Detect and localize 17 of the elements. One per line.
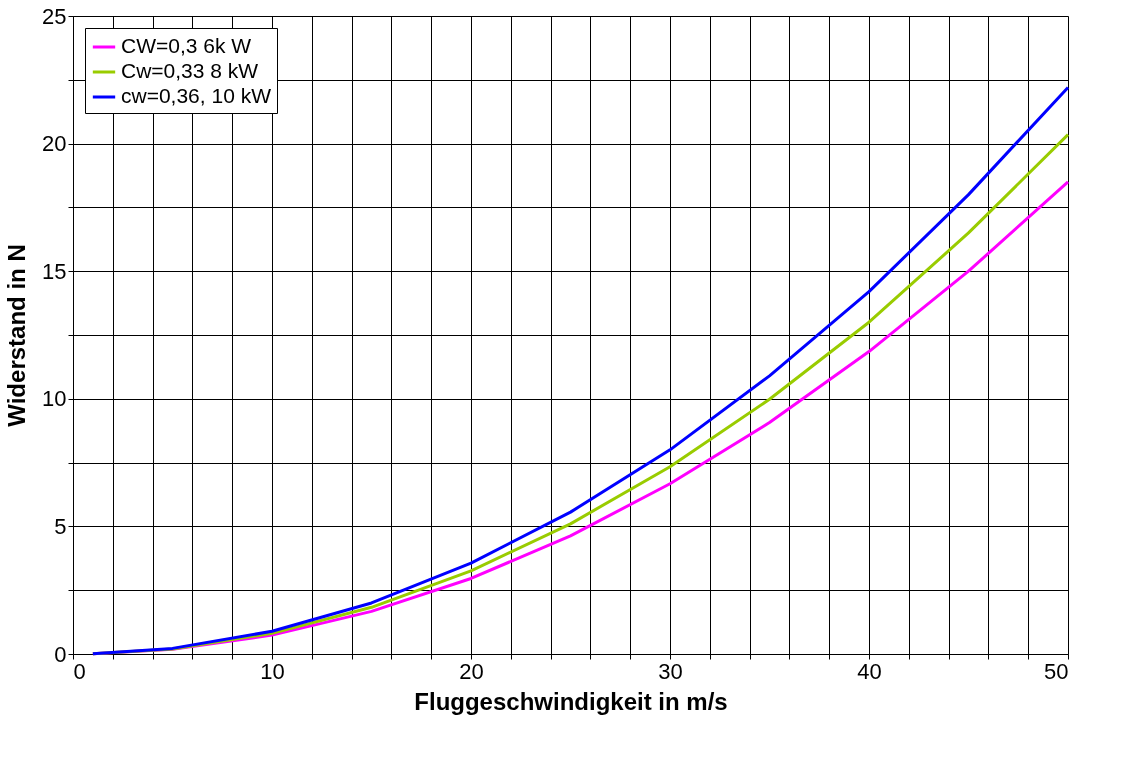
legend-label: cw=0,36, 10 kW (121, 84, 272, 107)
y-tick-label: 5 (54, 513, 67, 539)
y-tick-label: 20 (42, 131, 67, 157)
y-tick-label: 15 (42, 258, 67, 284)
y-axis-title: Widerstand in N (3, 244, 31, 427)
x-tick-label: 10 (260, 658, 285, 684)
x-axis-title: Fluggeschwindigkeit in m/s (414, 687, 728, 715)
x-tick-label: 50 (1044, 658, 1069, 684)
y-tick-label: 0 (54, 641, 67, 667)
x-tick-label: 0 (73, 658, 86, 684)
x-tick-label: 20 (459, 658, 484, 684)
x-tick-label: 30 (658, 658, 683, 684)
legend-label: Cw=0,33 8 kW (121, 59, 259, 82)
y-tick-label: 25 (42, 3, 67, 29)
x-tick-label: 40 (857, 658, 882, 684)
y-tick-label: 10 (42, 386, 67, 412)
legend-label: CW=0,3 6k W (121, 34, 252, 57)
